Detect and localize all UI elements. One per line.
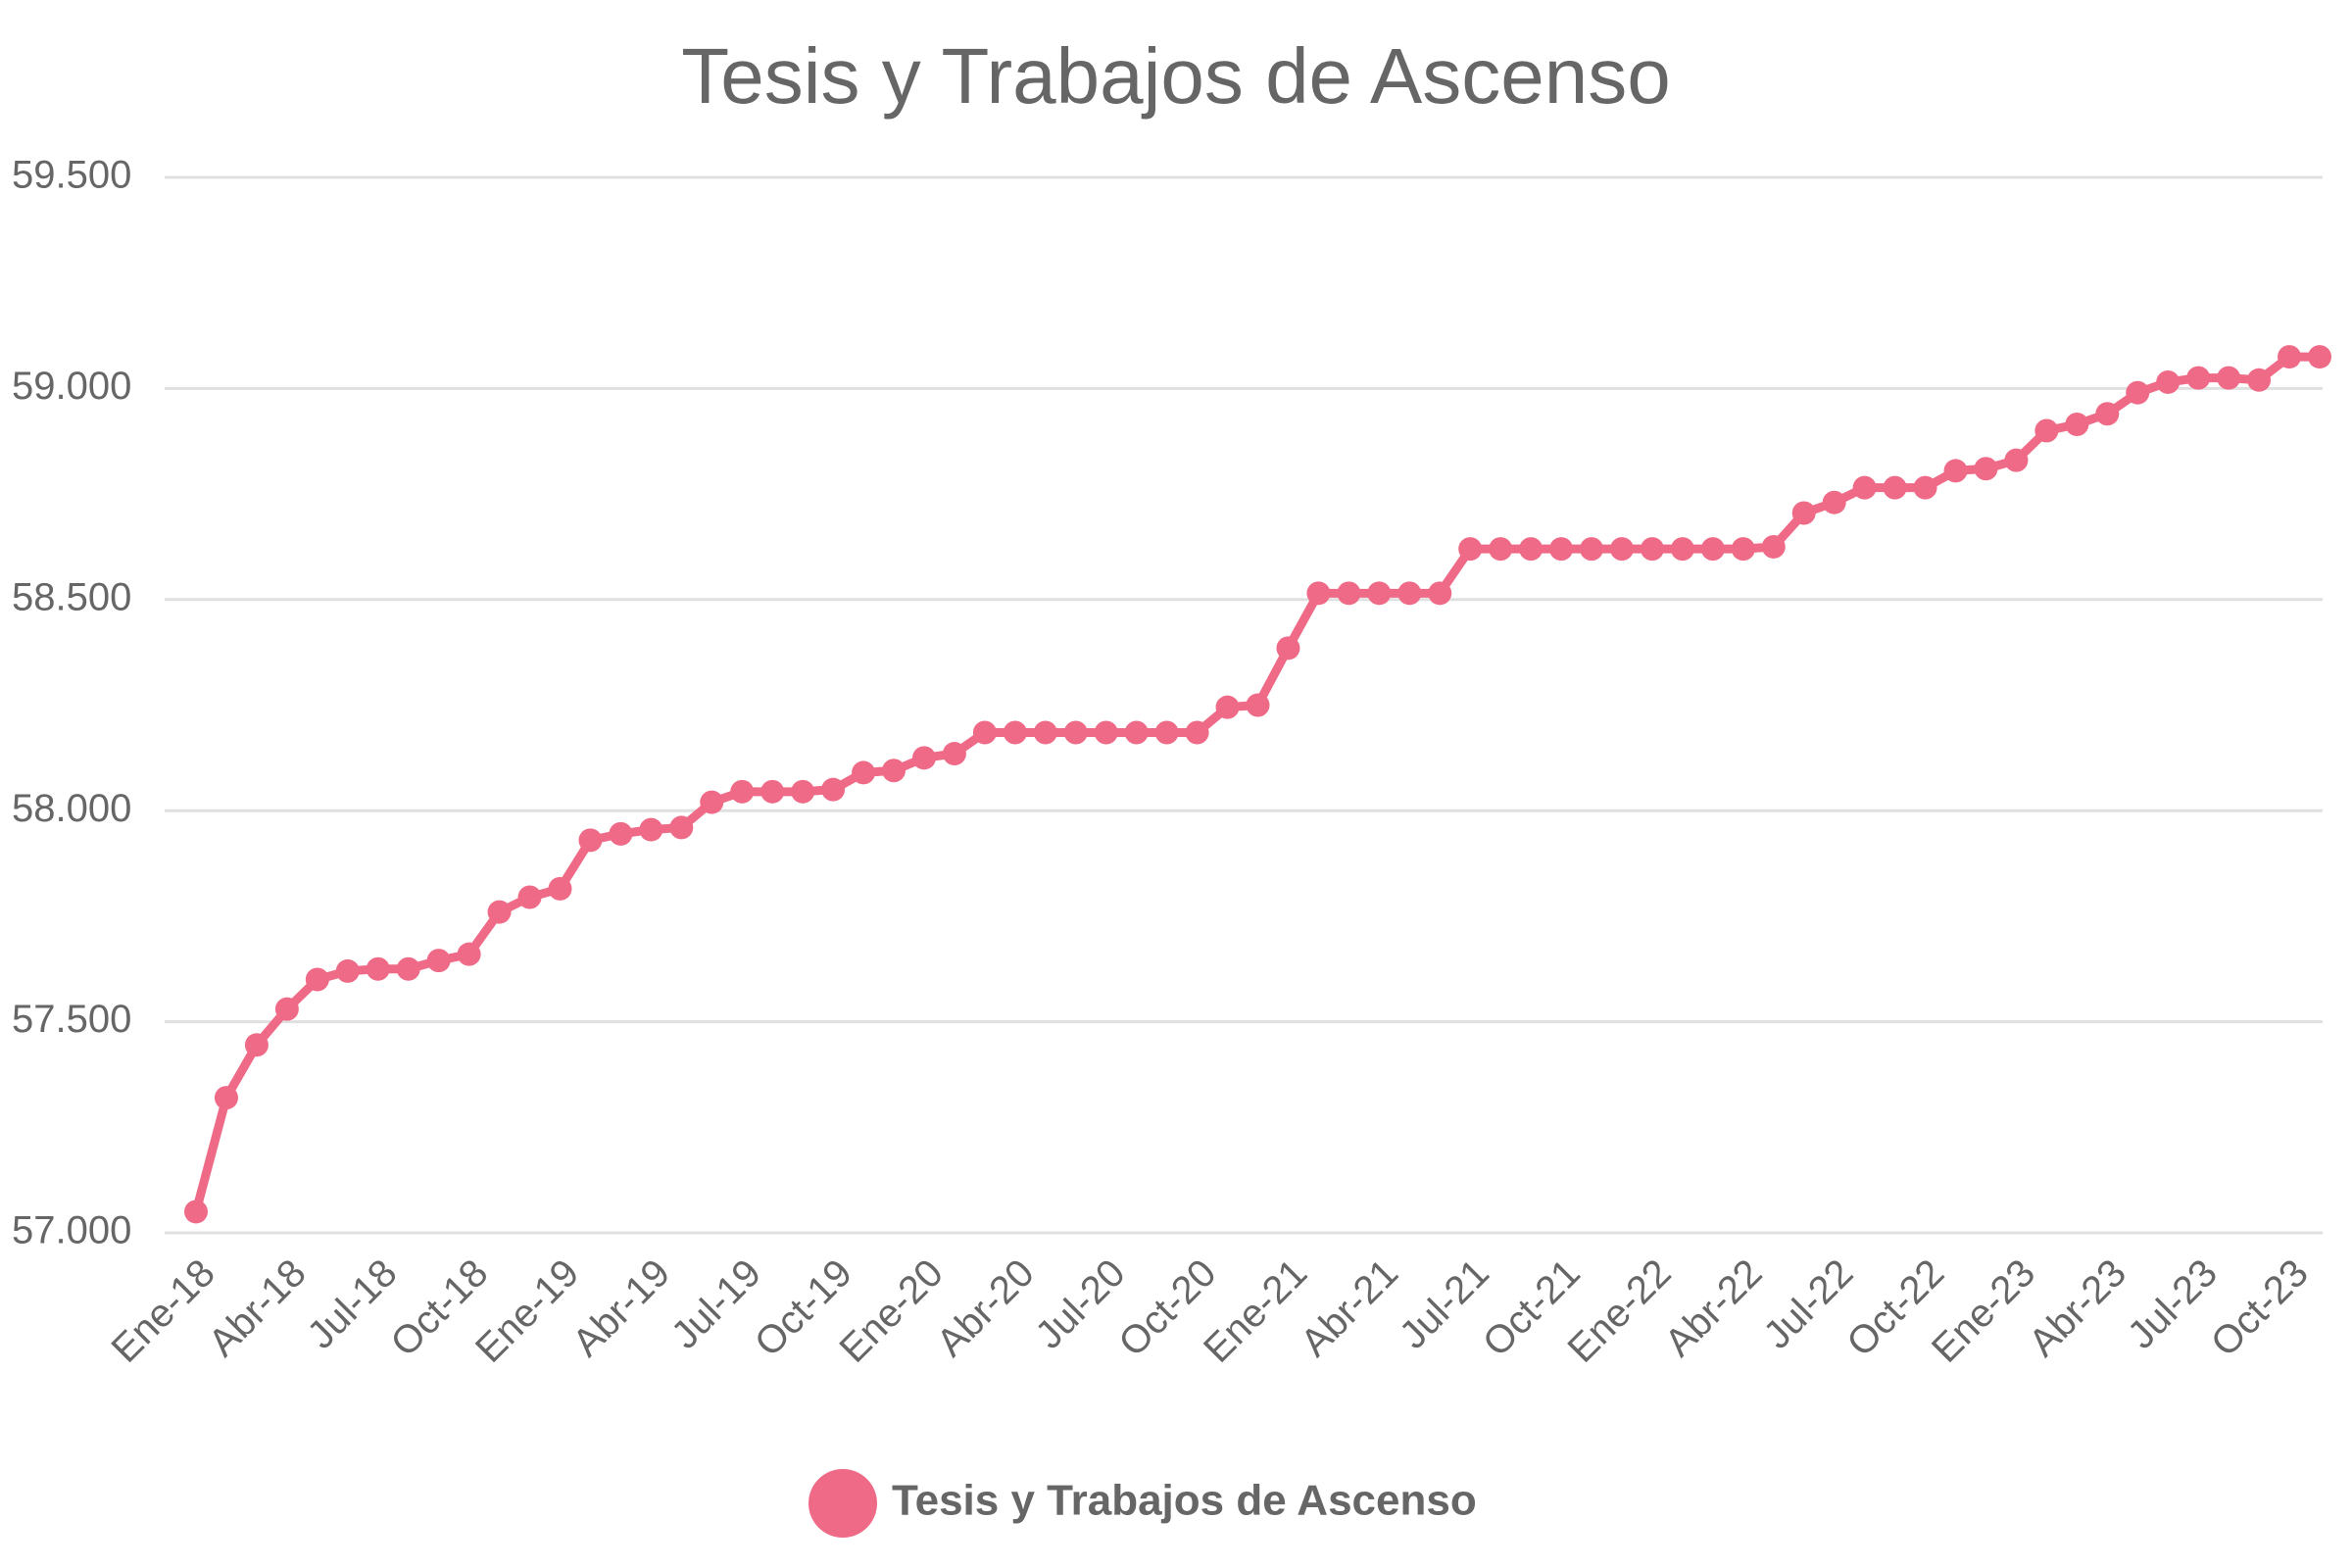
y-tick-label: 59.500 [12, 154, 131, 197]
point [700, 790, 724, 814]
point [1428, 581, 1452, 606]
x-tick-label: Oct-23 [2203, 1251, 2317, 1365]
y-tick-label: 58.000 [12, 787, 131, 830]
x-tick-label: Ene-21 [1196, 1251, 1315, 1371]
point [821, 777, 846, 802]
point [487, 900, 512, 924]
point [972, 720, 997, 745]
point [1640, 537, 1664, 562]
point [639, 817, 663, 842]
point [1670, 537, 1694, 562]
point [2278, 345, 2302, 369]
point [1974, 457, 1998, 481]
point [1700, 537, 1725, 562]
y-tick-label: 57.000 [12, 1209, 131, 1252]
x-tick-label: Ene-20 [831, 1251, 951, 1371]
point [1489, 537, 1513, 562]
point [2034, 418, 2059, 443]
point [1306, 581, 1331, 606]
point [882, 759, 906, 783]
point [2308, 345, 2331, 369]
point [609, 821, 633, 846]
x-tick-label: Abr-22 [1657, 1251, 1771, 1365]
point [1883, 475, 1907, 500]
point [1458, 537, 1483, 562]
chart-title: Tesis y Trabajos de Ascenso [681, 32, 1670, 120]
point [1519, 537, 1544, 562]
point [396, 956, 420, 981]
point [791, 779, 815, 804]
legend-label: Tesis y Trabajos de Ascenso [892, 1477, 1477, 1525]
point [2156, 369, 2180, 394]
point [517, 885, 542, 909]
point [1063, 720, 1088, 745]
point [1033, 720, 1057, 745]
point [1154, 720, 1179, 745]
point [2247, 368, 2272, 392]
point [1549, 537, 1574, 562]
x-tick-label: Ene-22 [1559, 1251, 1679, 1371]
point [335, 958, 360, 983]
point [305, 967, 329, 992]
point [1761, 534, 1786, 559]
point [1215, 695, 1240, 719]
x-tick-label: Abr-21 [1293, 1251, 1406, 1365]
x-tick-label: Ene-18 [104, 1251, 223, 1371]
point [2004, 448, 2029, 472]
x-tick-label: Abr-23 [2021, 1251, 2134, 1365]
point [942, 742, 966, 766]
x-tick-label: Abr-18 [201, 1251, 315, 1365]
point [2126, 380, 2150, 405]
legend: Tesis y Trabajos de Ascenso [808, 1469, 1477, 1538]
x-tick-label: Abr-20 [929, 1251, 1043, 1365]
point [548, 876, 572, 901]
point [2065, 413, 2089, 437]
point [1580, 537, 1604, 562]
point [1731, 537, 1755, 562]
point [426, 949, 451, 973]
x-tick-label: Abr-19 [564, 1251, 678, 1365]
point [1094, 720, 1118, 745]
y-tick-label: 57.500 [12, 998, 131, 1041]
point [911, 746, 936, 770]
point [184, 1200, 208, 1224]
point [578, 828, 603, 853]
point [457, 942, 481, 966]
point [760, 779, 785, 804]
point [1609, 537, 1634, 562]
point [1397, 581, 1422, 606]
point [1337, 581, 1361, 606]
x-tick-label: Ene-19 [467, 1251, 587, 1371]
point [1367, 581, 1392, 606]
point [1822, 490, 1846, 514]
legend-swatch [808, 1469, 877, 1538]
y-tick-label: 58.500 [12, 575, 131, 618]
point [1124, 720, 1149, 745]
x-tick-label: Ene-23 [1924, 1251, 2043, 1371]
point [244, 1033, 269, 1057]
point [2095, 402, 2120, 426]
point [1185, 720, 1209, 745]
point [1003, 720, 1027, 745]
point [214, 1086, 238, 1110]
point [1246, 693, 1270, 717]
line [191, 352, 2320, 1213]
point [2186, 366, 2211, 390]
point [274, 997, 299, 1021]
point [730, 779, 755, 804]
point [1852, 475, 1877, 500]
y-tick-label: 59.000 [12, 365, 131, 408]
point [1913, 475, 1937, 500]
point [1943, 459, 1968, 483]
point [366, 956, 390, 981]
point [1276, 636, 1300, 661]
point [2217, 366, 2241, 390]
point [852, 760, 876, 785]
point [1791, 501, 1816, 525]
point [669, 815, 694, 840]
